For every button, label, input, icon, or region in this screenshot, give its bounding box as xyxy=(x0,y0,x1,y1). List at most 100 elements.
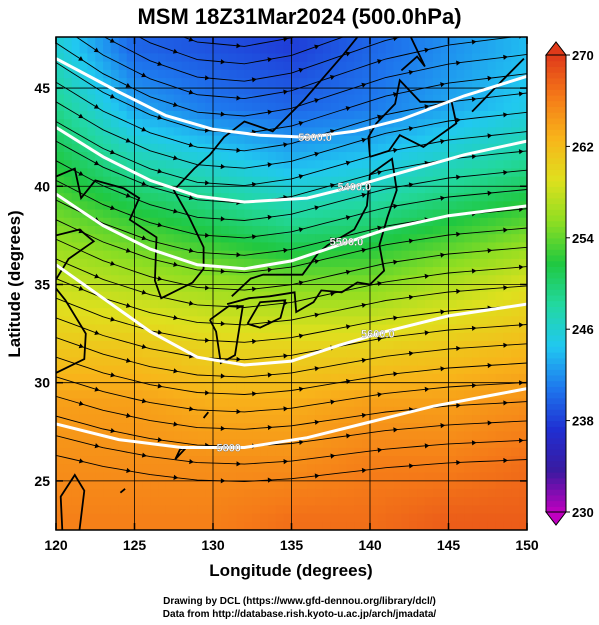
field-cell xyxy=(479,234,489,244)
field-cell xyxy=(173,201,183,211)
field-cell xyxy=(370,349,379,359)
field-cell xyxy=(95,184,104,194)
field-cell xyxy=(197,127,206,137)
field-cell xyxy=(244,456,253,465)
field-cell xyxy=(432,382,442,391)
field-cell xyxy=(424,110,434,120)
field-cell xyxy=(118,464,128,474)
field-cell xyxy=(87,225,96,235)
field-cell xyxy=(205,127,214,137)
field-cell xyxy=(370,390,379,400)
field-cell xyxy=(56,160,65,170)
field-cell xyxy=(181,78,191,87)
field-cell xyxy=(197,382,206,391)
field-cell xyxy=(346,480,355,490)
field-cell xyxy=(479,160,489,170)
field-cell xyxy=(181,217,191,227)
field-cell xyxy=(103,472,112,482)
field-cell xyxy=(315,406,324,416)
field-cell xyxy=(244,242,253,252)
field-cell xyxy=(346,201,355,211)
field-cell xyxy=(87,184,96,194)
field-cell xyxy=(487,127,497,137)
field-cell xyxy=(181,168,191,178)
field-cell xyxy=(472,53,481,63)
field-cell xyxy=(393,184,402,194)
field-cell xyxy=(197,250,206,260)
field-cell xyxy=(87,365,96,375)
field-cell xyxy=(56,390,65,400)
field-cell xyxy=(291,283,300,293)
field-cell xyxy=(126,472,136,482)
field-cell xyxy=(236,365,245,375)
field-cell xyxy=(275,497,285,506)
field-cell xyxy=(370,472,379,482)
field-cell xyxy=(299,217,308,227)
field-cell xyxy=(495,308,505,317)
field-cell xyxy=(118,472,128,482)
field-cell xyxy=(448,472,457,482)
field-cell xyxy=(103,414,112,424)
x-axis-label: Longitude (degrees) xyxy=(209,561,372,580)
field-cell xyxy=(103,94,112,104)
field-cell xyxy=(260,135,269,145)
field-cell xyxy=(479,184,489,194)
flow-arrow xyxy=(503,457,508,464)
field-cell xyxy=(503,431,512,441)
field-cell xyxy=(424,53,434,63)
field-cell xyxy=(275,505,285,515)
field-cell xyxy=(432,110,442,120)
field-cell xyxy=(110,291,120,301)
field-cell xyxy=(267,521,277,530)
field-cell xyxy=(260,447,269,457)
field-cell xyxy=(322,242,332,252)
field-cell xyxy=(87,217,96,227)
field-cell xyxy=(118,176,128,186)
field-cell xyxy=(150,242,159,252)
flow-arrow xyxy=(361,412,367,419)
field-cell xyxy=(197,497,206,506)
field-cell xyxy=(228,193,238,202)
field-cell xyxy=(417,299,426,309)
field-cell xyxy=(283,78,293,87)
field-cell xyxy=(432,37,442,46)
field-cell xyxy=(244,61,253,71)
field-cell xyxy=(267,168,277,178)
field-cell xyxy=(479,439,489,449)
field-cell xyxy=(220,472,230,482)
field-cell xyxy=(165,423,175,432)
field-cell xyxy=(417,472,426,482)
field-cell xyxy=(487,357,497,367)
field-cell xyxy=(424,201,434,211)
field-cell xyxy=(283,480,293,490)
field-cell xyxy=(134,258,143,268)
field-cell xyxy=(181,152,191,161)
field-cell xyxy=(228,373,238,383)
field-cell xyxy=(322,439,332,449)
field-cell xyxy=(260,193,269,202)
field-cell xyxy=(110,423,120,432)
field-cell xyxy=(409,505,418,515)
field-cell xyxy=(189,37,198,46)
field-cell xyxy=(71,61,81,71)
field-cell xyxy=(354,456,363,465)
field-cell xyxy=(519,258,527,268)
flow-arrow xyxy=(125,82,131,88)
flow-arrow xyxy=(330,237,336,243)
field-cell xyxy=(158,398,167,408)
field-cell xyxy=(260,299,269,309)
field-cell xyxy=(354,414,363,424)
field-cell xyxy=(385,102,395,112)
field-cell xyxy=(126,168,136,178)
field-cell xyxy=(260,373,269,383)
field-cell xyxy=(472,201,481,211)
field-cell xyxy=(338,439,348,449)
field-cell xyxy=(181,225,191,235)
flow-arrow xyxy=(408,294,414,300)
field-cell xyxy=(511,242,520,252)
flow-arrow xyxy=(377,336,383,342)
field-cell xyxy=(142,168,151,178)
field-cell xyxy=(377,373,387,383)
field-cell xyxy=(472,168,481,178)
